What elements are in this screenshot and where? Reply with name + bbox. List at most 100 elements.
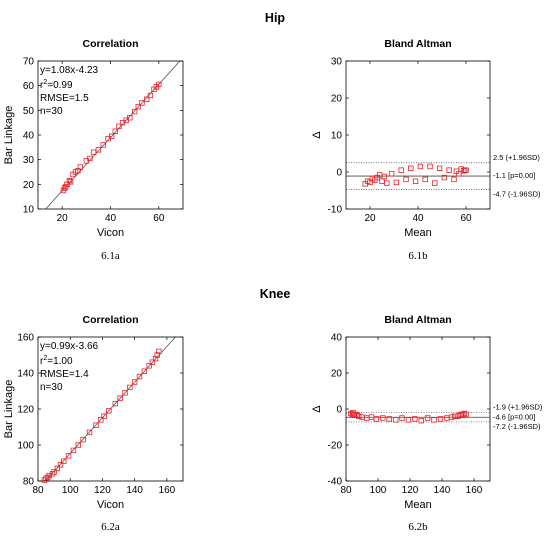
reference-label-1: -1.1 [p=0.00] — [493, 171, 535, 180]
data-point — [431, 417, 437, 423]
data-point — [80, 436, 86, 443]
y-tick-label: 140 — [17, 369, 34, 380]
data-point — [100, 142, 106, 148]
data-point — [139, 100, 145, 106]
stats-rmse: RMSE=1.5 — [40, 93, 89, 104]
reference-label-0: 2.5 (+1.96SD) — [493, 153, 540, 162]
data-point — [141, 368, 148, 374]
stats-r-symbol: r — [40, 80, 44, 91]
stats-r-squared: r2=0.99 — [40, 79, 73, 91]
x-tick-label: 100 — [62, 485, 79, 496]
x-tick-label: 140 — [126, 485, 143, 496]
data-point — [93, 422, 99, 428]
y-tick-label: -40 — [328, 477, 343, 488]
chart-3: Bland Altman-1.9 (+1.96SD)-4.6 [p=0.00]-… — [311, 314, 543, 533]
data-point — [147, 92, 154, 99]
chart-title: Bland Altman — [384, 314, 451, 326]
x-axis-label: Mean — [404, 227, 432, 239]
x-tick-label: 80 — [32, 485, 44, 496]
y-tick-label: 60 — [23, 81, 35, 92]
panel-caption: 6.2b — [408, 521, 428, 533]
data-point — [57, 462, 64, 468]
data-point — [356, 413, 362, 419]
chart-title: Correlation — [82, 38, 138, 50]
data-point — [437, 416, 444, 422]
data-point — [379, 178, 385, 184]
data-point — [373, 416, 380, 422]
data-point — [106, 408, 112, 414]
data-point — [66, 177, 73, 184]
chart-title: Bland Altman — [384, 38, 451, 50]
data-point — [392, 417, 399, 423]
data-point — [380, 415, 386, 421]
data-point — [46, 472, 52, 479]
x-tick-label: 20 — [57, 213, 69, 224]
data-point — [127, 115, 133, 121]
reference-label-2: -7.2 (-1.96SD) — [493, 422, 541, 431]
y-tick-label: 20 — [331, 94, 343, 105]
y-tick-label: 10 — [23, 205, 35, 216]
data-point — [149, 359, 156, 365]
x-tick-label: 40 — [105, 213, 117, 224]
data-point — [417, 163, 424, 170]
x-tick-label: 80 — [340, 485, 352, 496]
data-point — [51, 469, 57, 475]
data-point — [350, 409, 356, 416]
data-point — [388, 171, 395, 177]
plot-frame — [345, 60, 491, 210]
chart-1: Bland Altman 2.5 (+1.96SD) -1.1 [p=0.00] -4… — [311, 38, 541, 262]
y-axis-label: Δ — [311, 131, 323, 139]
data-point — [87, 155, 93, 162]
data-point — [117, 395, 123, 401]
x-tick-label: 160 — [466, 485, 483, 496]
data-point — [70, 447, 77, 454]
data-point — [98, 417, 104, 423]
data-point — [135, 103, 141, 110]
stats-r-value: =0.99 — [47, 80, 73, 91]
stats-r-symbol: r — [40, 356, 44, 367]
y-axis-label: Bar Linkage — [3, 106, 15, 165]
data-point — [405, 417, 412, 423]
data-point — [446, 167, 452, 173]
data-point — [408, 165, 414, 171]
stats-rmse: RMSE=1.4 — [40, 369, 89, 380]
y-tick-label: 40 — [331, 333, 343, 344]
data-point — [54, 465, 61, 472]
data-point — [109, 133, 115, 139]
chart-title: Correlation — [82, 314, 138, 326]
data-point — [384, 180, 390, 186]
data-point — [61, 458, 67, 464]
stats-r-value: =1.00 — [47, 356, 73, 367]
data-point — [101, 413, 107, 419]
data-point — [156, 81, 162, 88]
data-point — [412, 416, 418, 422]
reference-label-0: -1.9 (+1.96SD) — [493, 402, 543, 411]
data-point — [354, 412, 360, 418]
data-point — [460, 412, 466, 418]
data-point — [75, 442, 81, 448]
stats-equation: y=1.08x-4.23 — [40, 65, 99, 76]
data-point — [381, 173, 388, 180]
y-tick-label: 10 — [331, 131, 343, 142]
data-point — [386, 416, 392, 422]
y-tick-label: 120 — [17, 405, 34, 416]
data-point — [44, 474, 51, 481]
data-point — [364, 415, 370, 421]
section-title-hip: Hip — [265, 11, 286, 25]
data-point — [156, 348, 162, 355]
reference-label-1: -4.6 [p=0.00] — [493, 412, 535, 421]
data-point — [122, 390, 128, 396]
data-point — [432, 180, 438, 186]
x-tick-label: 40 — [412, 213, 424, 224]
x-tick-label: 140 — [434, 485, 451, 496]
data-point — [136, 373, 143, 380]
panel-caption: 6.1b — [408, 250, 428, 262]
data-point — [424, 415, 431, 421]
chart-2: Correlation 80 100 120 140 160 80 100 120 140 160 V… — [3, 314, 184, 533]
y-tick-label: 40 — [23, 131, 35, 142]
data-point — [463, 167, 469, 173]
stats-r-superscript: 2 — [43, 355, 47, 362]
x-tick-label: 20 — [364, 213, 376, 224]
data-point — [131, 108, 138, 115]
